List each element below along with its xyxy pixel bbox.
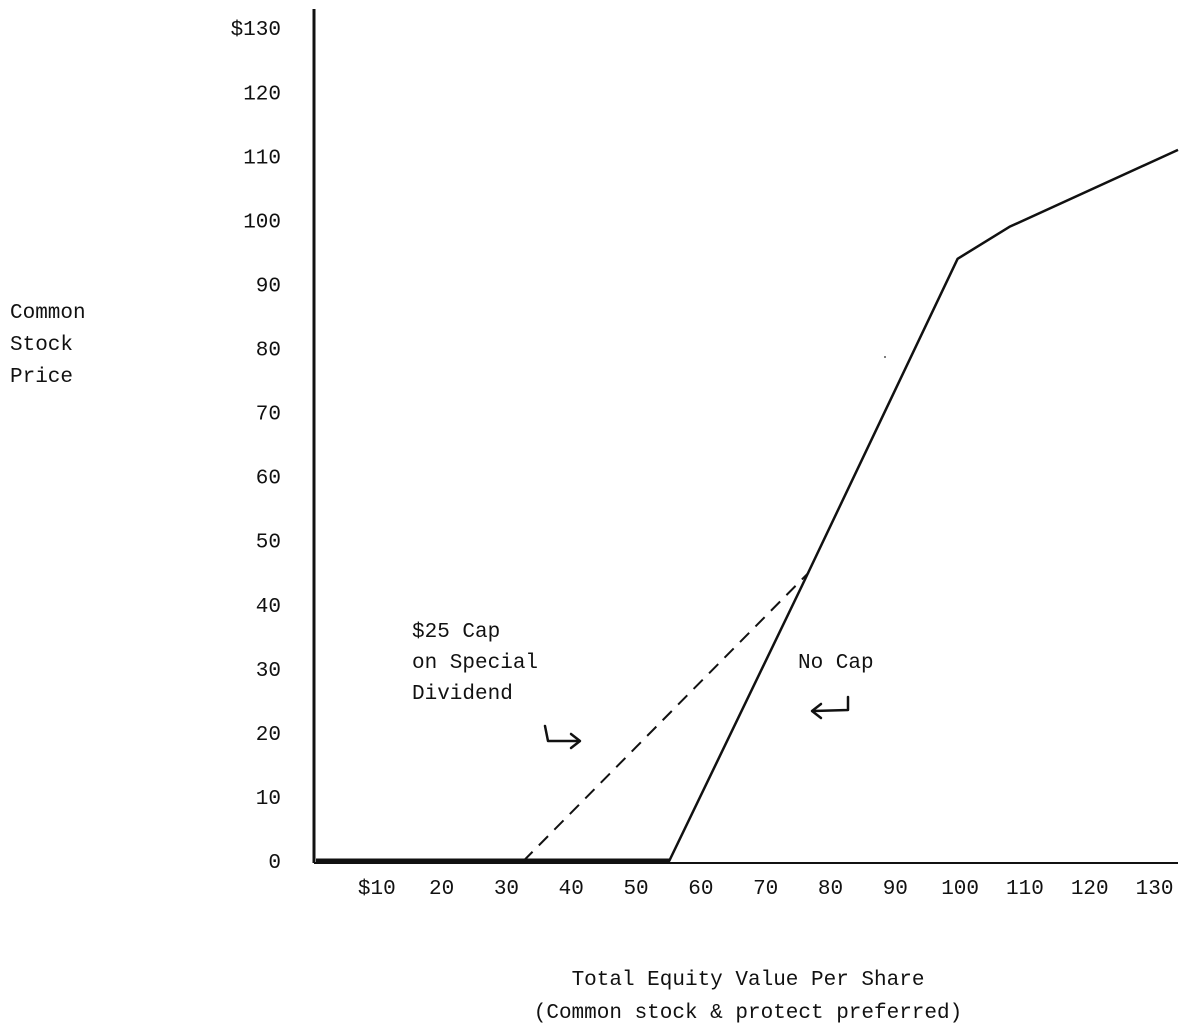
y-tick-label: 110 xyxy=(243,147,281,170)
x-tick-label: 80 xyxy=(818,878,843,901)
x-axis-label: Total Equity Value Per Share (Common sto… xyxy=(534,969,962,1025)
x-tick-label: 70 xyxy=(753,878,778,901)
y-axis-label: Common Stock Price xyxy=(10,302,86,389)
series-no-cap-line xyxy=(316,148,1179,863)
y-axis-label-line-2: Stock xyxy=(10,334,73,357)
y-tick-label: 20 xyxy=(256,724,281,747)
x-tick-labels: $10 20 30 40 50 60 70 80 90 100 110 120 130 xyxy=(358,878,1174,901)
y-tick-label: 30 xyxy=(256,660,281,683)
y-tick-label: 10 xyxy=(256,788,281,811)
annotation-cap-line-2: on Special xyxy=(412,652,538,675)
x-axis-label-line-1: Total Equity Value Per Share xyxy=(572,969,925,992)
y-tick-label: 120 xyxy=(243,83,281,106)
y-tick-labels: 0 10 20 30 40 50 60 70 80 90 100 110 120 $130 xyxy=(231,19,281,875)
y-tick-label: 100 xyxy=(243,211,281,234)
x-tick-label: 100 xyxy=(941,878,979,901)
x-tick-label: 60 xyxy=(688,878,713,901)
series-cap-dashed-line xyxy=(522,571,810,862)
x-tick-label: 110 xyxy=(1006,878,1044,901)
x-tick-label: $10 xyxy=(358,878,396,901)
x-tick-label: 20 xyxy=(429,878,454,901)
x-tick-label: 40 xyxy=(559,878,584,901)
y-tick-label: 60 xyxy=(256,468,281,491)
annotation-cap-line-1: $25 Cap xyxy=(412,621,500,644)
y-tick-label: 40 xyxy=(256,596,281,619)
x-tick-label: 130 xyxy=(1136,878,1174,901)
y-tick-label: 0 xyxy=(268,852,281,875)
y-tick-label: 50 xyxy=(256,532,281,555)
y-axis-label-line-3: Price xyxy=(10,366,73,389)
x-tick-label: 90 xyxy=(883,878,908,901)
x-tick-label: 120 xyxy=(1071,878,1109,901)
y-tick-label: 70 xyxy=(256,404,281,427)
y-tick-label: $130 xyxy=(231,19,281,42)
x-axis-label-line-2: (Common stock & protect preferred) xyxy=(534,1002,962,1025)
x-tick-label: 30 xyxy=(494,878,519,901)
right-arrow-icon xyxy=(543,724,582,750)
y-tick-label: 80 xyxy=(256,340,281,363)
annotation-cap-line-3: Dividend xyxy=(412,683,513,706)
annotation-cap: $25 Cap on Special Dividend xyxy=(412,621,582,750)
y-tick-label: 90 xyxy=(256,275,281,298)
series-layer xyxy=(316,148,1179,864)
stray-dot xyxy=(884,356,886,358)
y-axis-label-line-1: Common xyxy=(10,302,86,325)
x-tick-label: 50 xyxy=(623,878,648,901)
left-arrow-icon xyxy=(810,695,850,720)
annotation-no-cap-label: No Cap xyxy=(798,652,874,675)
annotation-no-cap: No Cap xyxy=(798,652,874,720)
